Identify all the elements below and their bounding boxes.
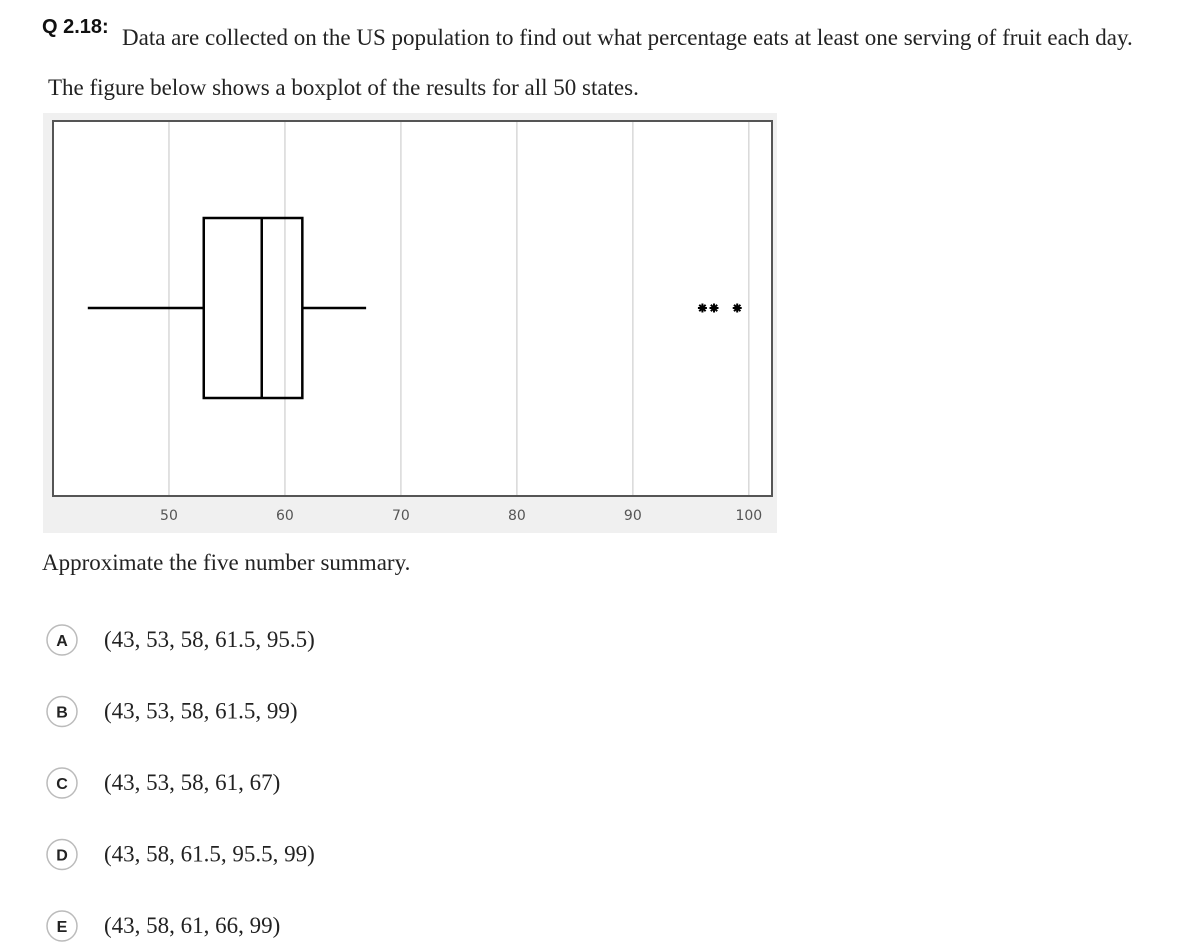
outlier: [709, 303, 719, 313]
question-intro: The figure below shows a boxplot of the …: [48, 75, 639, 100]
option-letter: C: [56, 776, 68, 793]
option-bubble: [46, 910, 78, 942]
question-label: Q 2.18:: [42, 16, 109, 38]
outlier: [697, 303, 707, 313]
option-text: (43, 58, 61.5, 95.5, 99): [104, 842, 315, 867]
option[interactable]: B (43, 53, 58, 61.5, 99): [46, 695, 298, 728]
option[interactable]: E (43, 58, 61, 66, 99): [46, 910, 280, 942]
option[interactable]: C (43, 53, 58, 61, 67): [46, 767, 280, 799]
option-letter: D: [56, 848, 68, 865]
x-tick-label: 60: [276, 508, 294, 524]
option[interactable]: D (43, 58, 61.5, 95.5, 99): [46, 838, 315, 871]
prompt: Approximate the five number summary.: [42, 550, 410, 575]
option-letter: E: [57, 919, 68, 936]
x-tick-label: 50: [160, 508, 178, 524]
option-bubble: [46, 838, 78, 871]
x-tick-label: 100: [735, 508, 762, 524]
option-bubble: [46, 767, 78, 799]
outlier: [732, 303, 742, 313]
option[interactable]: A (43, 53, 58, 61.5, 95.5): [46, 624, 315, 656]
option-bubble: [46, 624, 78, 656]
boxplot: 50 60 70 80 90 100: [87, 122, 762, 524]
option-text: (43, 53, 58, 61.5, 99): [104, 699, 298, 724]
x-tick-label: 90: [624, 508, 642, 524]
x-tick-label: 70: [392, 508, 410, 524]
option-letter: B: [56, 705, 68, 722]
question-text: Data are collected on the US population …: [122, 25, 1133, 50]
option-text: (43, 58, 61, 66, 99): [104, 913, 280, 938]
option-text: (43, 53, 58, 61.5, 95.5): [104, 627, 315, 652]
x-tick-label: 80: [508, 508, 526, 524]
option-letter: A: [56, 633, 68, 650]
option-bubble: [46, 695, 78, 728]
option-text: (43, 53, 58, 61, 67): [104, 770, 280, 795]
box: [202, 216, 304, 400]
options: A (43, 53, 58, 61.5, 95.5) B (43, 53, 58, 6…: [46, 624, 315, 942]
